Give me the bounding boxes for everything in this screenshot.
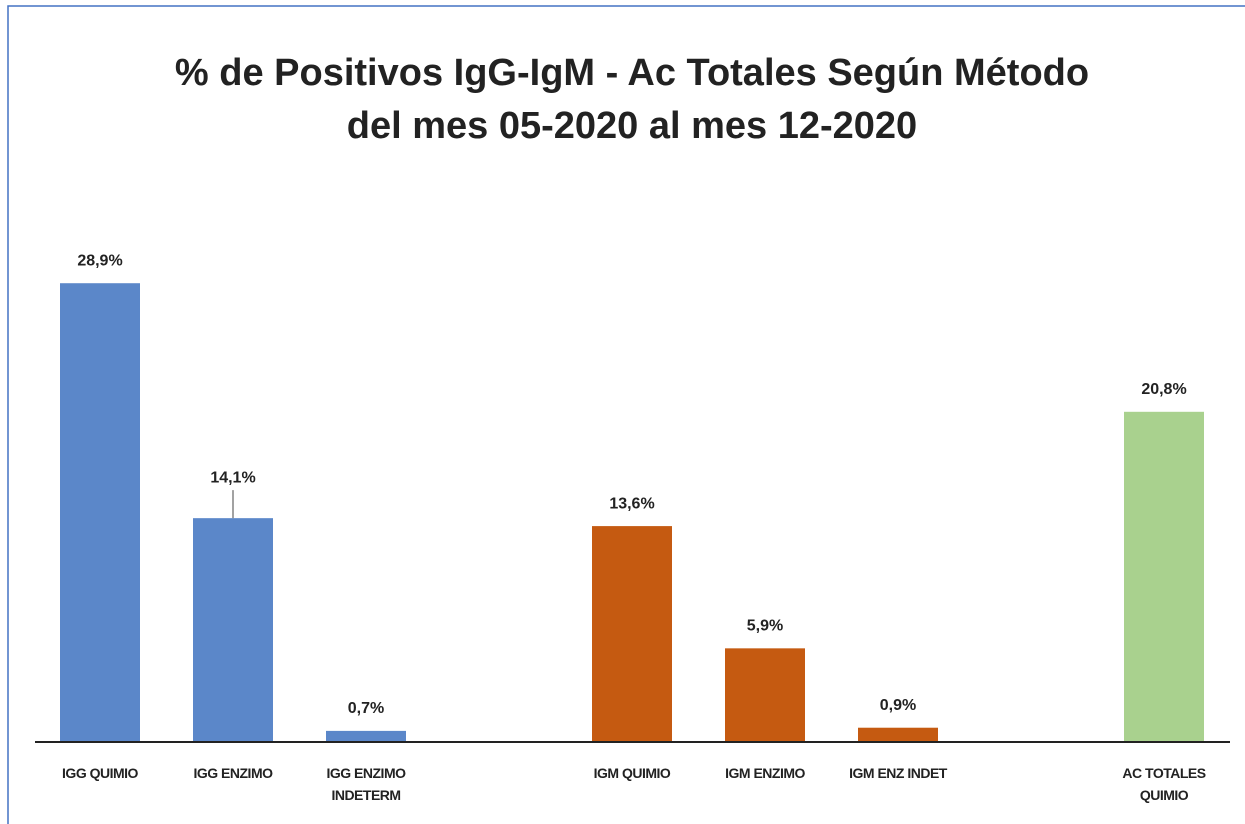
data-label: 5,9% <box>747 618 783 635</box>
bar <box>592 526 672 742</box>
x-tick-label-box: IGG ENZIMO INDETERM <box>326 765 407 803</box>
x-tick-label: IGG ENZIMO <box>193 765 274 781</box>
bar <box>193 518 273 742</box>
data-label: 0,9% <box>880 697 916 714</box>
x-tick-label: AC TOTALES QUIMIO <box>1122 765 1206 803</box>
x-tick-label-box: AC TOTALES QUIMIO <box>1122 765 1206 803</box>
data-label: 20,8% <box>1141 381 1186 398</box>
bar <box>60 283 140 742</box>
bar <box>858 727 938 742</box>
bar <box>1124 411 1204 742</box>
x-tick-label: IGM QUIMIO <box>593 765 671 781</box>
x-tick-label-box: IGM ENZIMO <box>725 765 805 781</box>
x-tick-label-box: IGG QUIMIO <box>62 765 138 781</box>
bar <box>725 648 805 742</box>
x-tick-label: IGG ENZIMO INDETERM <box>326 765 407 803</box>
data-label: 14,1% <box>210 469 255 486</box>
x-tick-label: IGM ENZIMO <box>725 765 805 781</box>
data-label: 28,9% <box>77 252 122 269</box>
x-tick-label-box: IGM QUIMIO <box>593 765 671 781</box>
x-tick-label: IGG QUIMIO <box>62 765 138 781</box>
x-tick-label-box: IGG ENZIMO <box>193 765 274 781</box>
data-label: 0,7% <box>348 700 384 717</box>
frame <box>7 5 1245 824</box>
bar <box>326 730 406 742</box>
x-tick-label-box: IGM ENZ INDET <box>849 765 947 781</box>
data-label: 13,6% <box>609 495 654 512</box>
chart-subtitle: del mes 05-2020 al mes 12-2020 <box>347 105 917 147</box>
x-tick-label: IGM ENZ INDET <box>849 765 947 781</box>
chart-title: % de Positivos IgG-IgM - Ac Totales Segú… <box>175 52 1089 94</box>
